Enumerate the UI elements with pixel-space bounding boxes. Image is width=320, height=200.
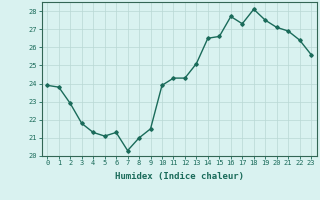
X-axis label: Humidex (Indice chaleur): Humidex (Indice chaleur)	[115, 172, 244, 181]
